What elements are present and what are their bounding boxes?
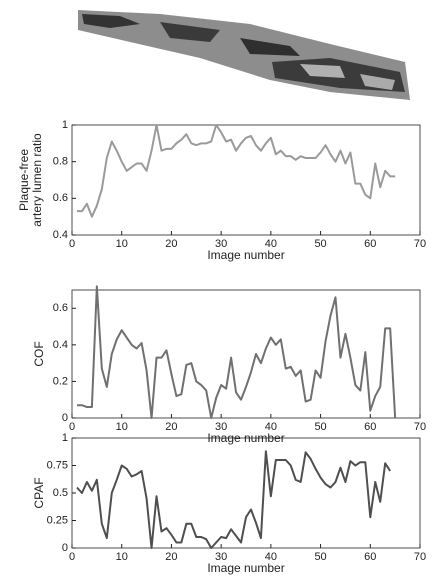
y-axis-label: Plaque-free [17, 149, 31, 211]
artery-image [78, 10, 410, 100]
x-tick-label: 50 [314, 238, 326, 250]
x-tick-label: 30 [215, 238, 227, 250]
x-tick-label: 40 [265, 238, 277, 250]
x-tick-label: 0 [69, 238, 75, 250]
x-tick-label: 20 [165, 238, 177, 250]
plaque [160, 22, 220, 42]
x-tick-label: 20 [165, 551, 177, 563]
data-line [76, 450, 392, 549]
data-line [76, 124, 396, 218]
x-tick-label: 20 [165, 421, 177, 433]
y-tick-label: 0.5 [53, 487, 68, 499]
x-tick-label: 70 [414, 421, 426, 433]
y-tick-label: 0 [62, 542, 68, 554]
x-axis-label: Image number [207, 248, 284, 262]
x-tick-label: 70 [414, 238, 426, 250]
x-tick-label: 60 [364, 551, 376, 563]
y-tick-label: 1 [62, 432, 68, 444]
x-tick-label: 60 [364, 238, 376, 250]
x-tick-label: 30 [215, 421, 227, 433]
x-tick-label: 10 [116, 551, 128, 563]
x-tick-label: 0 [69, 421, 75, 433]
x-tick-label: 10 [116, 421, 128, 433]
x-tick-label: 40 [265, 551, 277, 563]
y-tick-label: 0.8 [53, 156, 68, 168]
y-axis-label: artery lumen ratio [30, 133, 44, 227]
x-tick-label: 0 [69, 551, 75, 563]
x-tick-label: 70 [414, 551, 426, 563]
x-tick-label: 60 [364, 421, 376, 433]
x-tick-label: 40 [265, 421, 277, 433]
data-line [76, 285, 397, 419]
plot-frame [71, 124, 421, 236]
y-axis-label: CPAF [32, 477, 46, 508]
x-tick-label: 50 [314, 421, 326, 433]
plaque [82, 14, 140, 28]
x-tick-label: 50 [314, 551, 326, 563]
x-axis-label: Image number [207, 561, 284, 575]
y-tick-label: 0.75 [47, 459, 68, 471]
plot-frame [71, 289, 421, 419]
y-tick-label: 0.6 [53, 192, 68, 204]
lumen [300, 64, 345, 78]
y-axis-label: COF [32, 341, 46, 366]
y-tick-label: 0.25 [47, 514, 68, 526]
x-tick-label: 30 [215, 551, 227, 563]
y-tick-label: 0.4 [53, 339, 68, 351]
y-tick-label: 0.2 [53, 375, 68, 387]
y-tick-label: 0.6 [53, 302, 68, 314]
plaque [240, 38, 300, 56]
y-tick-label: 0 [62, 412, 68, 424]
y-tick-label: 0.4 [53, 229, 68, 241]
y-tick-label: 1 [62, 119, 68, 131]
x-tick-label: 10 [116, 238, 128, 250]
lumen [360, 74, 395, 90]
